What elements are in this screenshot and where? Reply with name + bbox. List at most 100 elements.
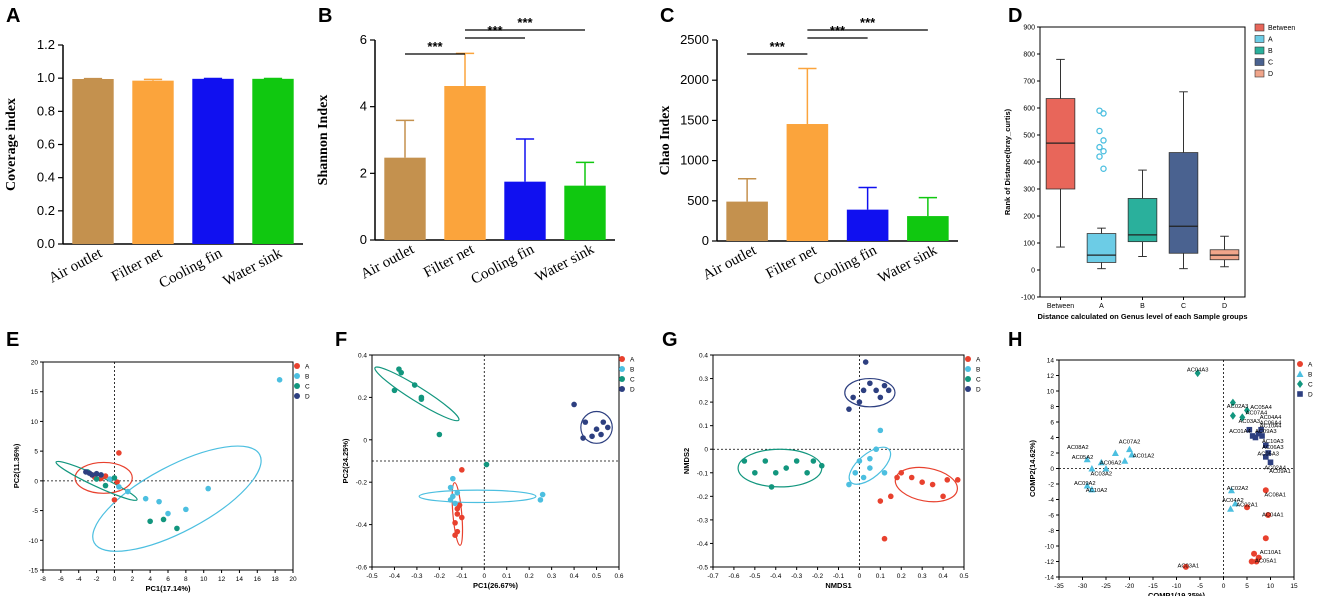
point-D (1267, 459, 1274, 466)
legend-label: B (630, 367, 634, 374)
y-tick-label: -2 (1048, 482, 1054, 489)
legend-label: C (976, 377, 981, 384)
x-tick-label: Air outlet (700, 242, 759, 284)
sample-label: AC10A1 (1260, 550, 1282, 556)
point-C (391, 387, 398, 394)
point-B (116, 484, 122, 490)
y-tick-label: 10 (31, 419, 39, 426)
confidence-ellipse-C (374, 366, 460, 422)
x-tick-label: 0 (858, 573, 862, 580)
outlier-point (1100, 147, 1107, 155)
y-tick-label: 0.2 (37, 203, 55, 218)
bar-cooling-fin (846, 209, 889, 241)
legend-label: A (1268, 37, 1273, 44)
point-A (881, 535, 888, 542)
x-tick-label: 0.4 (570, 573, 579, 580)
point-B (1227, 505, 1235, 512)
legend-label: B (1308, 372, 1312, 379)
legend-label: D (1268, 71, 1273, 78)
point-B (156, 498, 162, 505)
y-tick-label: 0 (702, 233, 709, 248)
y-tick-label: 0.2 (699, 400, 708, 407)
point-B (142, 495, 149, 502)
y-tick-label: -0.1 (697, 470, 709, 477)
point-B (1088, 485, 1096, 493)
point-B (1296, 370, 1304, 377)
sample-label: AC09A2 (1074, 481, 1096, 487)
point-D (873, 387, 879, 394)
sample-label: AC09A3 (1255, 429, 1277, 435)
y-tick-label: 500 (1023, 133, 1035, 140)
x-tick-label: 0.2 (525, 573, 534, 580)
confidence-ellipse-B (848, 446, 892, 485)
sample-label: AC04A2 (1222, 498, 1244, 504)
outlier-point (1096, 127, 1103, 135)
y-tick-label: 0.0 (37, 236, 55, 251)
x-tick-label: -0.3 (411, 573, 423, 580)
point-D (582, 419, 589, 425)
sample-label: AC04A4 (1260, 415, 1282, 421)
panel-letter-G: G (662, 329, 678, 351)
panel-E: -8 -6 -4 -2 0 2 4 6 8 10 12 14 16 18 20 -15 -10 -5 0 5 10 15 2… (12, 360, 310, 594)
bar-water-sink (252, 78, 294, 244)
point-D (98, 472, 104, 478)
x-tick-label: -0.7 (707, 573, 719, 580)
point-A (877, 498, 884, 504)
y-tick-label: 1500 (680, 112, 709, 127)
significance-label: *** (427, 39, 443, 54)
legend-swatch (1254, 23, 1265, 32)
bar-filter-net (786, 124, 829, 241)
x-tick-label: A (1099, 303, 1104, 310)
point-C (93, 476, 100, 482)
point-B (125, 488, 131, 495)
y-tick-label: 600 (1023, 106, 1035, 113)
x-tick-label: -15 (1148, 583, 1158, 590)
legend-label: D (1308, 392, 1313, 399)
point-B (165, 510, 171, 517)
point-A (452, 520, 458, 526)
legend-label: C (1308, 382, 1313, 389)
y-tick-label: 500 (687, 193, 709, 208)
point-B (965, 366, 971, 372)
legend-swatch (1254, 58, 1265, 66)
point-A (1182, 563, 1189, 570)
x-tick-label: 0 (113, 576, 117, 583)
point-A (1253, 558, 1260, 565)
point-B (539, 491, 546, 498)
x-tick-label: 20 (289, 576, 297, 583)
point-C (793, 458, 800, 464)
x-tick-label: -2 (94, 576, 100, 583)
point-B (1088, 465, 1096, 472)
point-C (1297, 380, 1303, 388)
y-tick-label: -4 (1048, 497, 1054, 504)
bar-air-outlet (384, 157, 426, 240)
legend-swatch (1254, 46, 1265, 55)
x-tick-label: Water sink (221, 245, 286, 289)
point-D (1258, 426, 1264, 433)
point-A (965, 356, 971, 362)
x-tick-label: 5 (1245, 583, 1249, 590)
point-D (600, 419, 607, 425)
x-tick-label: 0.5 (959, 573, 968, 580)
bar-cooling-fin (192, 78, 234, 244)
sample-label: AC08A2 (1067, 445, 1089, 451)
y-tick-label: 1.0 (37, 70, 55, 85)
x-tick-label: D (1222, 303, 1227, 310)
y-tick-label: 900 (1023, 25, 1035, 32)
y-tick-label: -0.6 (356, 565, 368, 572)
bar-air-outlet (72, 78, 114, 244)
point-B (294, 373, 300, 379)
legend-label: A (1308, 362, 1313, 369)
point-D (1297, 391, 1303, 397)
y-tick-label: 1.2 (37, 37, 55, 52)
panel-letter-E: E (6, 329, 19, 351)
point-D (598, 431, 604, 438)
point-A (102, 473, 109, 479)
panel-letter-C: C (660, 5, 674, 27)
x-axis-label: NMDS1 (825, 581, 851, 590)
point-D (1263, 454, 1269, 460)
y-tick-label: -0.5 (697, 565, 709, 572)
confidence-ellipse-A (74, 461, 133, 494)
x-tick-label: -6 (58, 576, 64, 583)
x-tick-label: Air outlet (358, 241, 417, 283)
